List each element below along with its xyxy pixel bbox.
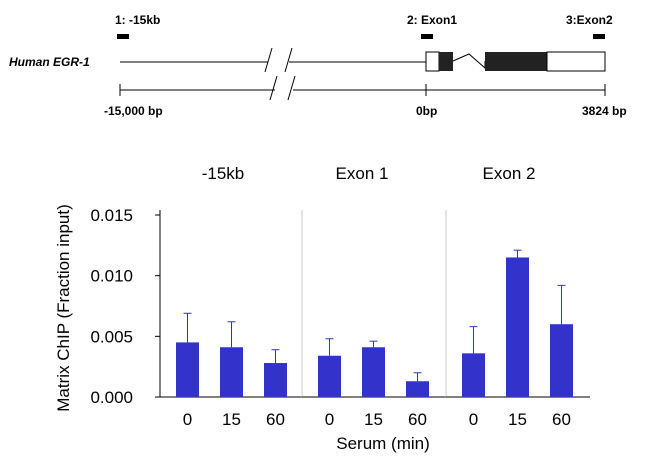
y-tick-label: 0.000 — [90, 388, 133, 407]
scale-break-mark-1 — [269, 75, 278, 101]
x-axis-title: Serum (min) — [336, 434, 430, 453]
bar — [462, 353, 485, 397]
x-tick-label: 0 — [469, 410, 478, 429]
gene-label: Human EGR-1 — [9, 55, 90, 69]
primer-label-2: 2: Exon1 — [407, 13, 457, 27]
primer-marker-1 — [117, 34, 129, 39]
exon1-coding — [439, 52, 453, 71]
scale-label-mid: 0bp — [416, 104, 437, 118]
bar — [318, 355, 341, 397]
y-tick-labels: 0.000 0.005 0.010 0.015 — [90, 206, 133, 407]
bar — [264, 363, 287, 397]
x-tick-label: 15 — [364, 410, 383, 429]
x-tick-label: 60 — [408, 410, 427, 429]
panel-title: -15kb — [202, 164, 245, 183]
primer-marker-3 — [593, 34, 605, 39]
y-tick-label: 0.015 — [90, 206, 133, 225]
bar — [506, 257, 529, 397]
scale-label-right: 3824 bp — [582, 104, 627, 118]
bar — [176, 342, 199, 397]
panel-2: Exon 1 0 15 60 — [301, 164, 446, 429]
panel-title: Exon 2 — [483, 164, 536, 183]
bar — [406, 381, 429, 397]
x-tick-label: 60 — [552, 410, 571, 429]
gene-break-mark-2 — [284, 47, 293, 73]
x-tick-label: 15 — [222, 410, 241, 429]
panel-3: Exon 2 0 15 60 — [445, 164, 590, 429]
gene-break-mark-1 — [264, 47, 273, 73]
primer-marker-2 — [421, 34, 433, 39]
panels: -15kb 0 15 60 Exon 1 0 15 60 Exon 2 0 15 60 — [155, 164, 590, 429]
exon2-coding — [485, 52, 547, 71]
scale-label-left: -15,000 bp — [104, 104, 163, 118]
scale-break-mark-2 — [287, 75, 296, 101]
panel-1: -15kb 0 15 60 — [155, 164, 302, 429]
y-tick-label: 0.010 — [90, 267, 133, 286]
panel-title: Exon 1 — [336, 164, 389, 183]
y-axis-title: Matrix ChIP (Fraction input) — [54, 204, 73, 412]
exon1-utr — [425, 51, 440, 72]
bar — [550, 324, 573, 397]
x-tick-label: 15 — [508, 410, 527, 429]
gene-diagram: 1: -15kb 2: Exon1 3:Exon2 Human EGR-1 -1… — [9, 13, 627, 118]
primer-label-3: 3:Exon2 — [566, 13, 613, 27]
y-tick-label: 0.005 — [90, 327, 133, 346]
intron — [452, 53, 486, 70]
x-tick-label: 60 — [266, 410, 285, 429]
primer-label-1: 1: -15kb — [115, 13, 160, 27]
x-tick-label: 0 — [325, 410, 334, 429]
bar — [362, 347, 385, 397]
chart: Matrix ChIP (Fraction input) Serum (min)… — [54, 164, 590, 453]
x-tick-label: 0 — [183, 410, 192, 429]
exon2-utr — [546, 51, 606, 72]
bar — [220, 347, 243, 397]
